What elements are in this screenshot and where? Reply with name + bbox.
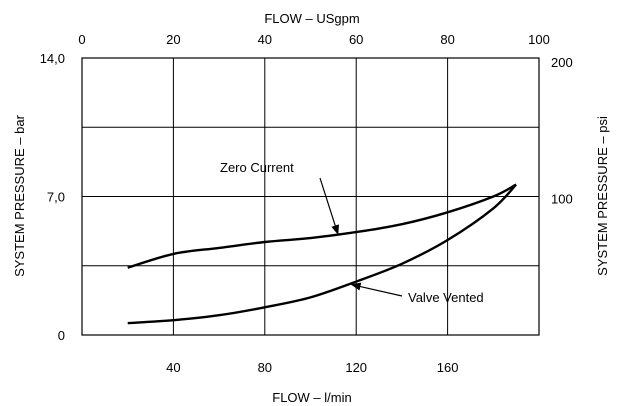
y-right-tick-label: 200 xyxy=(551,55,573,70)
annotation-arrow xyxy=(350,282,403,297)
x-bottom-tick-label: 40 xyxy=(166,360,180,375)
x-bottom-axis-label: FLOW – l/min xyxy=(272,390,351,405)
y-left-tick-label: 14,0 xyxy=(40,51,65,66)
series-lines xyxy=(127,183,517,325)
x-bottom-tick-label: 120 xyxy=(345,360,367,375)
grid-lines xyxy=(82,58,539,335)
series-line-zero-current xyxy=(127,183,517,269)
y-right-axis-label: SYSTEM PRESSURE – psi xyxy=(595,116,610,276)
y-right-tick-label: 100 xyxy=(551,192,573,207)
x-top-tick-label: 100 xyxy=(528,32,550,47)
plot-frame xyxy=(81,57,540,336)
x-top-tick-label: 40 xyxy=(258,32,272,47)
annotations: Zero Current Valve Vented xyxy=(220,160,484,305)
x-top-tick-label: 20 xyxy=(166,32,180,47)
y-left-tick-label: 0 xyxy=(58,328,65,343)
x-top-tick-label: 80 xyxy=(440,32,454,47)
x-top-tick-label: 0 xyxy=(78,32,85,47)
x-top-axis-label: FLOW – USgpm xyxy=(264,11,359,26)
x-bottom-tick-label: 80 xyxy=(258,360,272,375)
annotation-label: Zero Current xyxy=(220,160,294,175)
annotation-arrow xyxy=(319,177,339,236)
series-line-valve-vented xyxy=(127,183,517,325)
y-left-axis-label: SYSTEM PRESSURE – bar xyxy=(12,114,27,276)
annotation-label: Valve Vented xyxy=(408,290,484,305)
x-bottom-tick-label: 160 xyxy=(437,360,459,375)
y-left-tick-label: 7,0 xyxy=(47,190,65,205)
x-top-tick-label: 60 xyxy=(349,32,363,47)
